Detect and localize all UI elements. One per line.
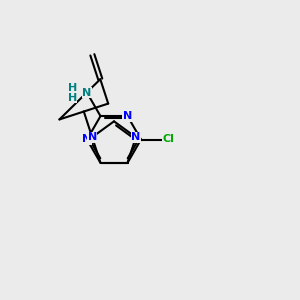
Text: N: N bbox=[88, 132, 97, 142]
Text: H: H bbox=[68, 83, 77, 93]
Text: N: N bbox=[82, 134, 91, 145]
Text: H: H bbox=[68, 93, 77, 103]
Text: N: N bbox=[82, 88, 91, 98]
Text: N: N bbox=[131, 132, 140, 142]
Text: Cl: Cl bbox=[162, 134, 174, 145]
Text: N: N bbox=[123, 111, 132, 121]
